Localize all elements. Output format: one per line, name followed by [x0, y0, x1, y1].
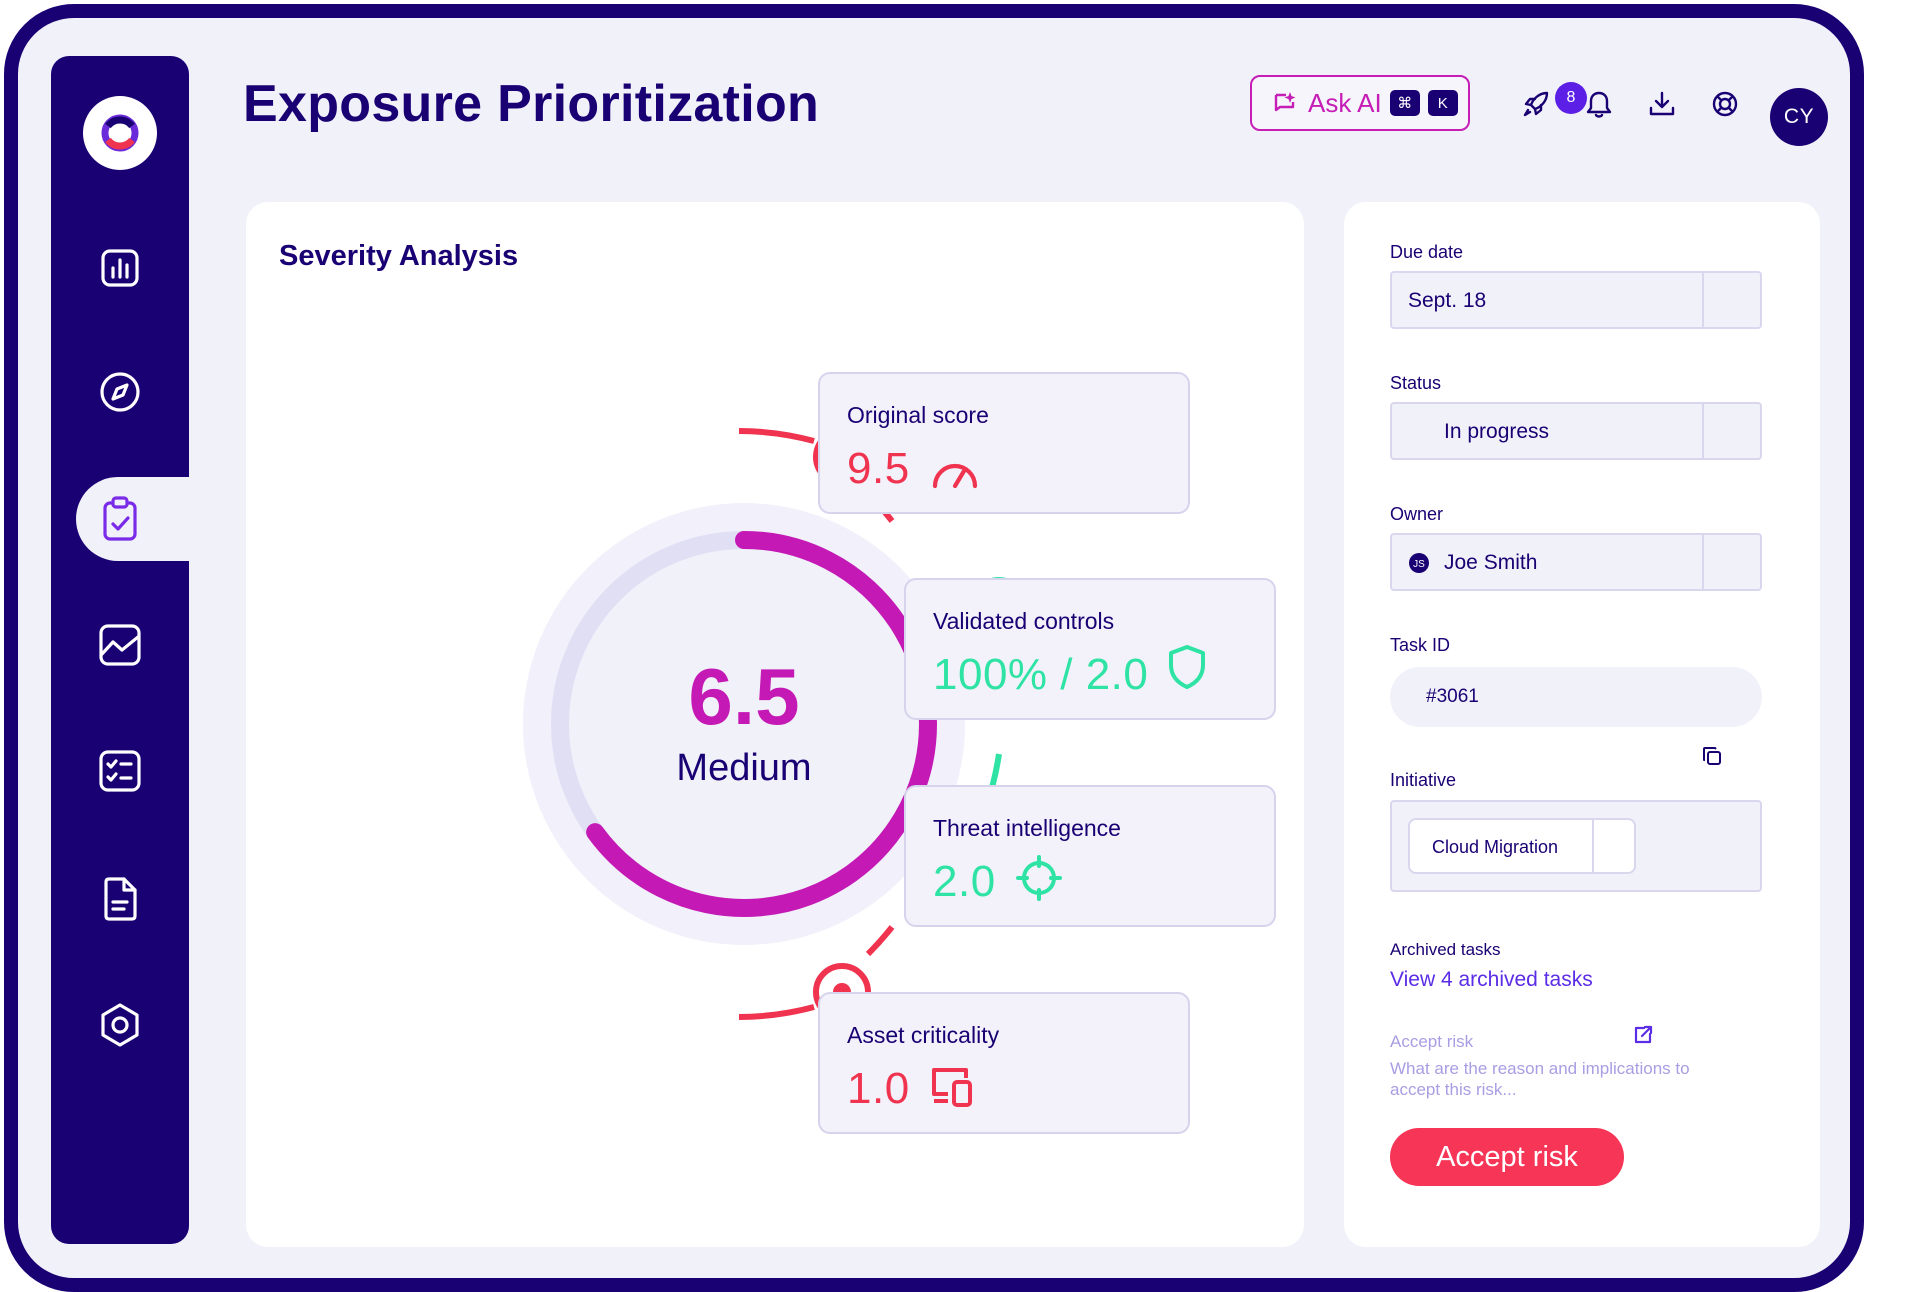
accept-risk-textarea[interactable]: What are the reason and implications to …: [1390, 1059, 1690, 1099]
factor-arc-asset-criticality: [738, 925, 895, 1020]
select-divider: [1702, 404, 1704, 458]
compass-icon: [100, 372, 140, 412]
shortcut-k-key: K: [1427, 90, 1458, 116]
document-icon: [104, 877, 137, 921]
due-date-select[interactable]: Sept. 18: [1390, 271, 1762, 329]
tag-divider: [1592, 820, 1594, 872]
factor-card-threat-intelligence: Threat intelligence 2.0: [904, 785, 1276, 927]
severity-score: 6.5: [688, 652, 800, 741]
gauge-inner-fill: [560, 540, 928, 908]
copy-icon[interactable]: [1701, 745, 1723, 767]
due-date-label: Due date: [1390, 242, 1464, 262]
factor-value: 9.5: [847, 444, 910, 493]
accept-risk-label: Accept risk: [1390, 1032, 1474, 1051]
app-window: Exposure Prioritization Ask AI ⌘ K 8: [4, 4, 1864, 1292]
user-avatar[interactable]: CY: [1770, 88, 1828, 146]
notification-count-badge: 8: [1555, 82, 1587, 114]
lifebuoy-icon: [1712, 91, 1738, 117]
ask-ai-label: Ask AI: [1308, 87, 1382, 118]
factor-card-asset-criticality: Asset criticality 1.0: [818, 992, 1190, 1134]
select-divider: [1702, 535, 1704, 589]
select-divider: [1702, 273, 1704, 327]
svg-text:JS: JS: [1413, 559, 1425, 570]
logo-icon: [101, 114, 139, 152]
factor-value: 1.0: [847, 1064, 910, 1113]
sidebar: [51, 56, 189, 1244]
sidebar-item-reports[interactable]: [51, 857, 189, 941]
due-date-value: Sept. 18: [1408, 289, 1487, 312]
initiative-label: Initiative: [1390, 770, 1457, 790]
factor-title: Validated controls: [933, 608, 1115, 634]
bell-icon: [1586, 91, 1612, 118]
severity-analysis-card: Severity Analysis: [246, 202, 1304, 1247]
factor-title: Original score: [847, 402, 989, 428]
crosshair-icon: [1016, 855, 1062, 901]
owner-label: Owner: [1390, 504, 1444, 524]
page-title: Exposure Prioritization: [243, 75, 820, 133]
dashboard-chart-icon: [101, 249, 139, 287]
notifications-button[interactable]: [1581, 86, 1617, 122]
factor-title: Threat intelligence: [933, 815, 1121, 841]
ai-chat-icon: [1274, 92, 1296, 112]
download-icon: [1649, 91, 1675, 116]
devices-icon: [932, 1068, 972, 1107]
accept-risk-button[interactable]: Accept risk: [1390, 1128, 1624, 1186]
initiative-field[interactable]: Cloud Migration: [1390, 800, 1762, 892]
archived-tasks-label: Archived tasks: [1390, 940, 1501, 959]
factor-card-original-score: Original score 9.5: [818, 372, 1190, 514]
initiative-tag[interactable]: Cloud Migration: [1408, 818, 1636, 874]
severity-level: Medium: [676, 747, 812, 789]
help-button[interactable]: [1707, 86, 1743, 122]
owner-avatar-icon: JS: [1409, 553, 1429, 573]
view-archived-tasks-link[interactable]: View 4 archived tasks: [1390, 968, 1593, 991]
task-id-field[interactable]: #3061: [1390, 667, 1762, 727]
download-button[interactable]: [1644, 86, 1680, 122]
owner-value: Joe Smith: [1444, 551, 1538, 574]
sidebar-item-checklist[interactable]: [51, 729, 189, 813]
app-logo[interactable]: [83, 96, 157, 170]
factor-value: 2.0: [933, 857, 996, 906]
shortcut-cmd-key: ⌘: [1389, 90, 1420, 116]
settings-hexagon-icon: [101, 1003, 139, 1047]
trend-chart-icon: [99, 624, 141, 666]
status-label: Status: [1390, 373, 1442, 393]
sidebar-item-settings[interactable]: [51, 983, 189, 1067]
sidebar-item-dashboard[interactable]: [51, 226, 189, 310]
factor-title: Asset criticality: [847, 1022, 1000, 1048]
sidebar-item-explore[interactable]: [51, 350, 189, 434]
gauge-icon: [932, 463, 978, 489]
external-link-icon[interactable]: [1632, 1024, 1654, 1046]
owner-select[interactable]: JS Joe Smith: [1390, 533, 1762, 591]
factor-card-validated-controls: Validated controls 100% / 2.0: [904, 578, 1276, 720]
factor-value: 100% / 2.0: [933, 650, 1149, 699]
task-details-card: Due date Sept. 18 Status In progress Own…: [1344, 202, 1820, 1247]
clipboard-check-icon: [103, 496, 137, 541]
sidebar-item-trends[interactable]: [51, 603, 189, 687]
ask-ai-button[interactable]: Ask AI ⌘ K: [1250, 75, 1470, 131]
severity-analysis-title: Severity Analysis: [279, 240, 519, 272]
checklist-icon: [99, 750, 141, 792]
status-select[interactable]: In progress: [1390, 402, 1762, 460]
shield-icon: [1169, 645, 1205, 689]
initiative-value: Cloud Migration: [1432, 837, 1559, 857]
task-id-label: Task ID: [1390, 635, 1451, 655]
sidebar-item-tasks[interactable]: [76, 477, 189, 561]
launch-button[interactable]: [1518, 86, 1554, 122]
status-value: In progress: [1444, 420, 1550, 443]
rocket-icon: [1523, 91, 1549, 117]
